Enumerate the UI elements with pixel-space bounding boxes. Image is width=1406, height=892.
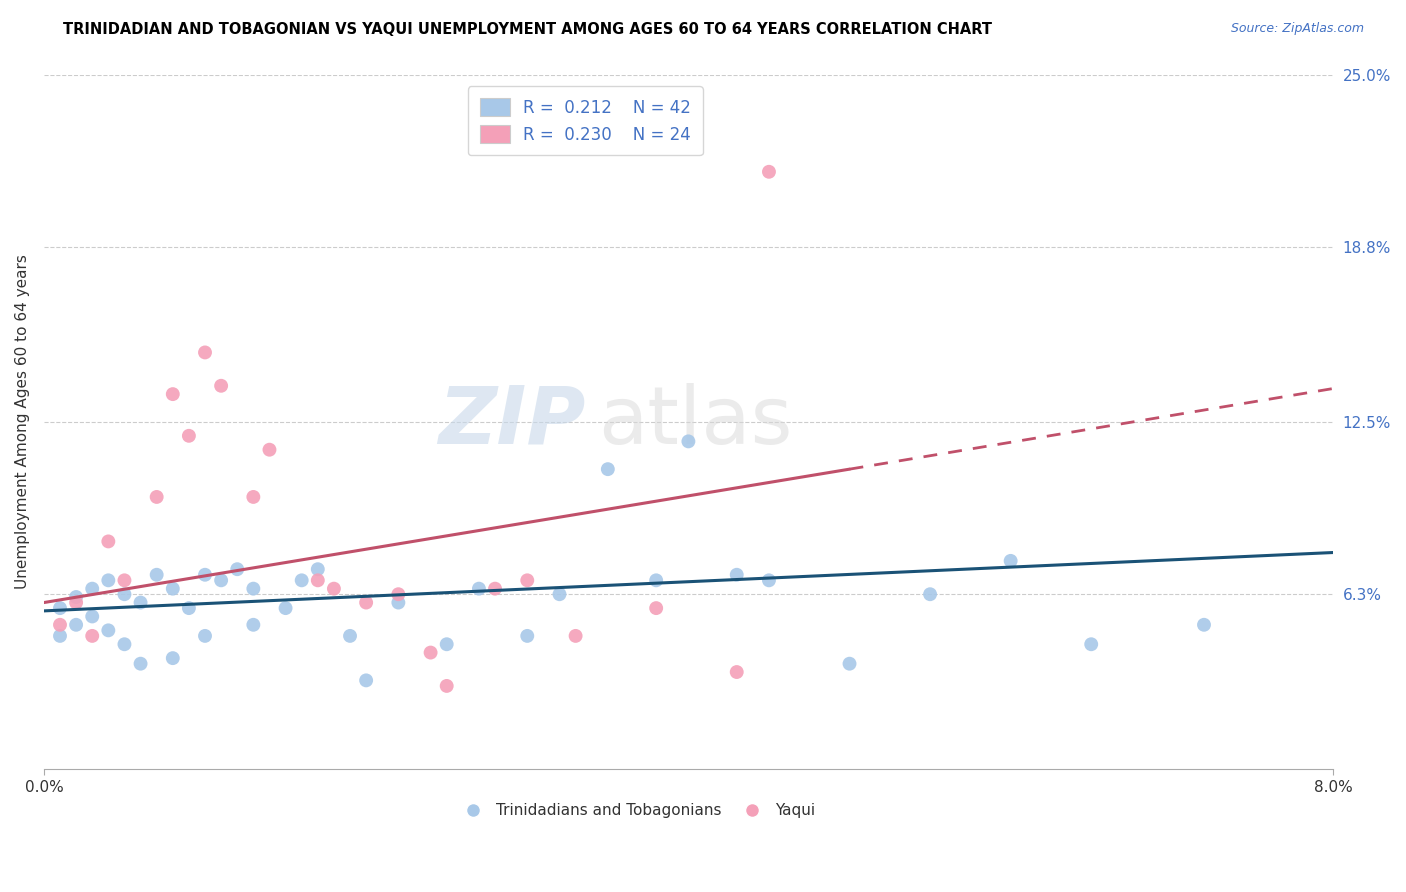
Point [307,574,329,588]
Point [194,567,217,582]
Text: atlas: atlas [598,383,793,461]
Point [65,596,87,610]
Point [1192,617,1215,632]
Point [97,534,120,549]
Point [468,582,491,596]
Point [145,490,167,504]
Point [129,596,152,610]
Point [516,629,538,643]
Point [1000,554,1022,568]
Point [725,567,748,582]
Point [177,429,200,443]
Point [209,574,232,588]
Legend: Trinidadians and Tobagonians, Yaqui: Trinidadians and Tobagonians, Yaqui [453,797,821,824]
Point [49,617,72,632]
Point [339,629,361,643]
Point [645,601,668,615]
Point [65,617,87,632]
Point [162,582,184,596]
Text: Source: ZipAtlas.com: Source: ZipAtlas.com [1230,22,1364,36]
Text: ZIP: ZIP [437,383,585,461]
Point [387,587,409,601]
Point [97,574,120,588]
Point [209,378,232,392]
Point [242,582,264,596]
Point [436,679,458,693]
Point [678,434,700,449]
Point [291,574,314,588]
Point [725,665,748,679]
Point [97,624,120,638]
Point [436,637,458,651]
Point [82,629,104,643]
Point [162,387,184,401]
Point [162,651,184,665]
Point [596,462,619,476]
Point [82,609,104,624]
Point [758,165,780,179]
Point [114,574,136,588]
Point [387,596,409,610]
Point [177,601,200,615]
Point [274,601,297,615]
Point [226,562,249,576]
Point [354,596,377,610]
Point [194,345,217,359]
Point [322,582,344,596]
Y-axis label: Unemployment Among Ages 60 to 64 years: Unemployment Among Ages 60 to 64 years [15,254,30,590]
Point [516,574,538,588]
Point [259,442,281,457]
Point [114,637,136,651]
Text: TRINIDADIAN AND TOBAGONIAN VS YAQUI UNEMPLOYMENT AMONG AGES 60 TO 64 YEARS CORRE: TRINIDADIAN AND TOBAGONIAN VS YAQUI UNEM… [63,22,993,37]
Point [920,587,942,601]
Point [838,657,860,671]
Point [65,590,87,604]
Point [645,574,668,588]
Point [49,601,72,615]
Point [242,490,264,504]
Point [49,629,72,643]
Point [1080,637,1102,651]
Point [354,673,377,688]
Point [145,567,167,582]
Point [114,587,136,601]
Point [129,657,152,671]
Point [419,646,441,660]
Point [82,582,104,596]
Point [242,617,264,632]
Point [564,629,586,643]
Point [758,574,780,588]
Point [548,587,571,601]
Point [484,582,506,596]
Point [307,562,329,576]
Point [194,629,217,643]
